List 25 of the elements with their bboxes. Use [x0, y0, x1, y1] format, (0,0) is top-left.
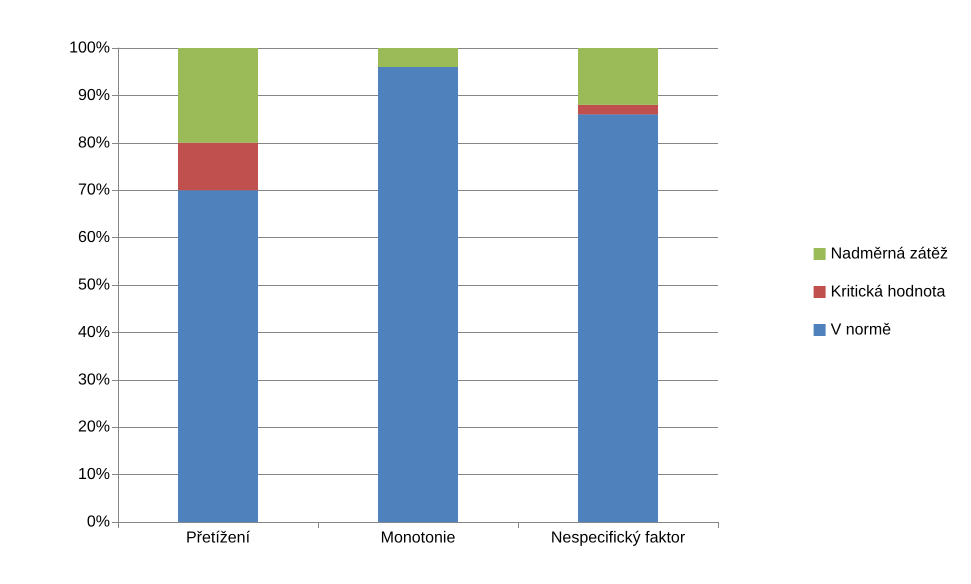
y-tick-label: 0%: [86, 514, 110, 530]
bar: [378, 48, 458, 67]
y-tick-label: 80%: [78, 134, 110, 152]
y-tick-label: 30%: [78, 371, 110, 388]
y-tick-label: 100%: [69, 40, 110, 56]
bar: [578, 114, 658, 522]
y-tick-label: 50%: [78, 276, 110, 294]
bar: [178, 190, 258, 522]
y-tick-label: 20%: [78, 418, 110, 436]
x-tick-label: Monotonie: [380, 530, 456, 546]
bar: [578, 48, 658, 105]
y-tick-label: 70%: [78, 182, 110, 199]
bar: [578, 104, 658, 114]
y-tick-label: 40%: [78, 324, 110, 341]
x-tick-label: Přetížení: [186, 530, 251, 546]
legend-label: Nadměrná zátěž: [830, 246, 948, 262]
y-tick-label: 60%: [78, 229, 110, 246]
legend-label: Kritická hodnota: [830, 284, 946, 300]
legend-label: V normě: [830, 322, 892, 338]
x-tick-label: Nespecifický faktor: [550, 530, 686, 546]
bar: [378, 66, 458, 522]
bar: [178, 142, 258, 190]
bar: [178, 48, 258, 143]
y-tick-label: 10%: [78, 466, 110, 484]
y-tick-label: 90%: [78, 86, 110, 104]
